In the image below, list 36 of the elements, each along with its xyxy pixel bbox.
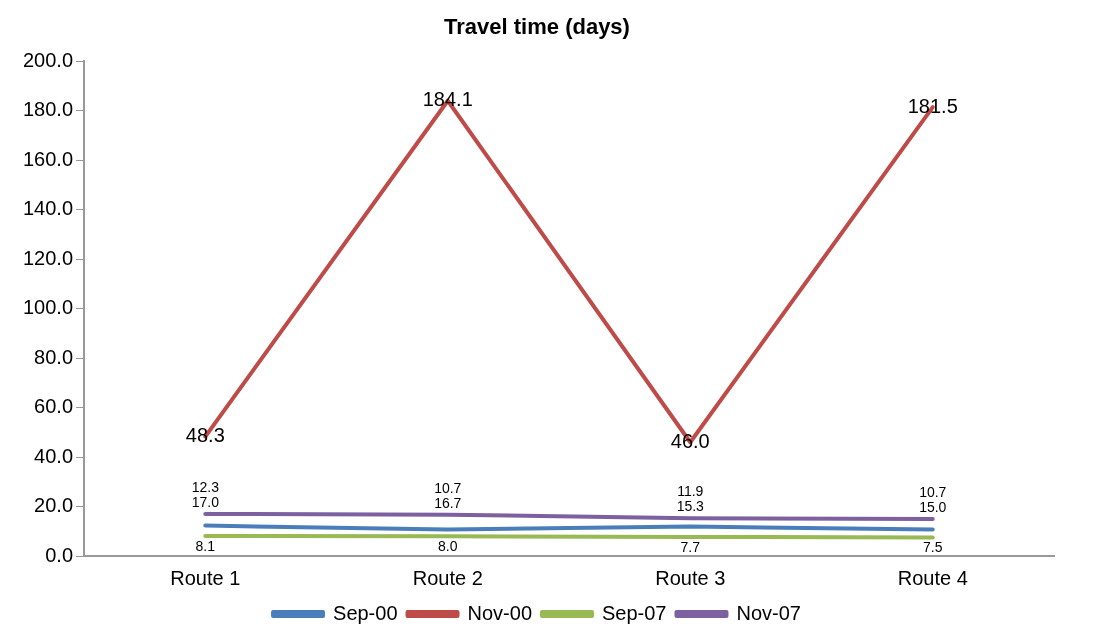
y-tick-label: 180.0: [22, 98, 74, 121]
data-label: 7.7: [680, 538, 701, 555]
x-tick-label: Route 4: [897, 566, 968, 589]
y-tick-label: 0.0: [45, 543, 74, 566]
y-tick-label: 100.0: [22, 296, 74, 319]
data-label: 8.1: [195, 537, 216, 554]
y-tick-label: 60.0: [34, 395, 74, 418]
y-tick-label: 40.0: [34, 444, 74, 467]
legend-label: Nov-00: [467, 601, 533, 624]
data-label: 8.0: [438, 538, 458, 555]
data-label: 11.9: [677, 483, 704, 500]
data-label: 46.0: [670, 429, 710, 452]
data-label: 15.0: [919, 498, 947, 515]
data-label: 15.3: [676, 498, 705, 515]
y-tick-label: 160.0: [22, 147, 74, 170]
data-label: 48.3: [185, 424, 225, 447]
y-tick-label: 120.0: [22, 246, 74, 269]
data-label: 181.5: [907, 94, 958, 117]
legend-label: Sep-07: [602, 601, 667, 624]
x-tick-label: Route 3: [655, 566, 726, 589]
data-label: 16.7: [434, 494, 462, 511]
x-tick-label: Route 1: [170, 566, 241, 589]
data-label: 17.0: [191, 493, 220, 510]
x-tick-label: Route 2: [412, 566, 483, 589]
data-label: 7.5: [923, 539, 943, 556]
data-label: 12.3: [191, 478, 220, 495]
legend-label: Sep-00: [333, 601, 398, 624]
data-label: 10.7: [434, 479, 462, 496]
legend-label: Nov-07: [736, 601, 801, 624]
y-tick-label: 80.0: [34, 345, 74, 368]
y-tick-label: 200.0: [22, 48, 74, 71]
y-tick-label: 140.0: [22, 197, 74, 220]
data-label: 10.7: [919, 483, 947, 500]
y-tick-label: 20.0: [34, 494, 74, 517]
data-label: 184.1: [422, 88, 473, 111]
chart-title: Travel time (days): [444, 14, 630, 40]
